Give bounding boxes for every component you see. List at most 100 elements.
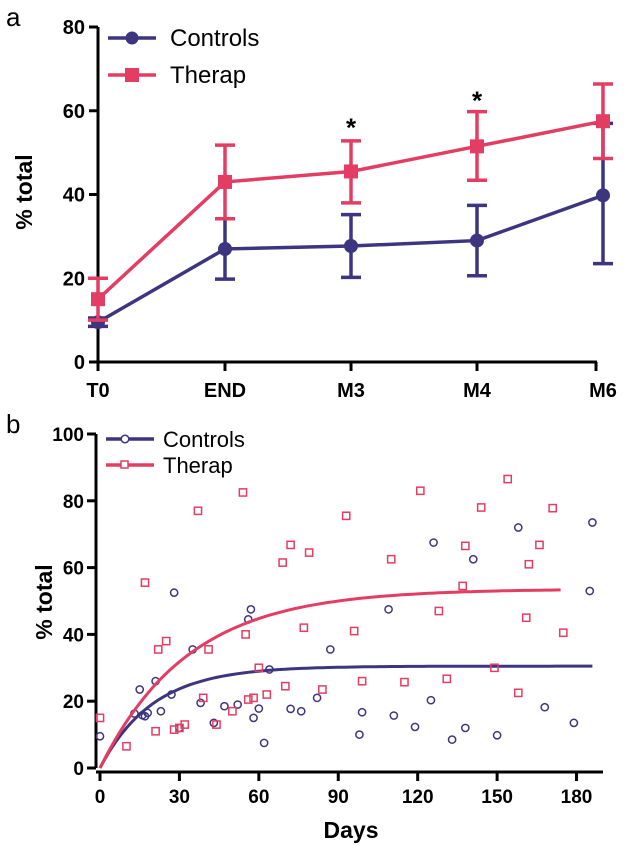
panel-b-y-tick-label: 0 [73, 759, 84, 780]
legend-therap-marker [125, 68, 139, 82]
panel-b-x-tick-label: 0 [95, 787, 106, 808]
panel-a-y-tick-label: 80 [63, 17, 85, 39]
data-point [296, 706, 306, 716]
data-point [344, 239, 358, 254]
data-point [349, 626, 359, 636]
data-point [429, 538, 438, 547]
panel-b-legend: Controls Therap [106, 427, 245, 478]
panel-b-x-axis-label: Days [324, 817, 379, 843]
data-point [212, 720, 221, 729]
data-point [476, 503, 486, 512]
data-point [415, 486, 425, 496]
data-point [410, 722, 420, 732]
panel-a-y-axis-label: % total [11, 154, 37, 229]
panel-b-x-tick-label: 150 [481, 787, 513, 808]
data-point [548, 503, 558, 513]
data-point [95, 731, 105, 741]
legend-therap-label: Therap [170, 62, 246, 89]
panel-b-y-tick-label: 60 [63, 559, 84, 580]
data-point [490, 663, 499, 673]
data-point [442, 674, 452, 684]
data-point [218, 174, 232, 189]
data-point [596, 188, 610, 203]
panel-a-x-tick-label: M6 [589, 380, 617, 402]
data-point [180, 720, 190, 729]
data-point [460, 541, 470, 551]
panel-a-legend: Controls Therap [108, 25, 259, 89]
panel-b-y-axis-label: % total [31, 564, 57, 639]
data-point [286, 704, 295, 714]
series-controls [95, 518, 597, 769]
panel-b-x-tick-label: 120 [402, 787, 434, 808]
data-point [384, 605, 393, 614]
panel-a-letter: a [6, 2, 21, 32]
data-point [233, 700, 243, 709]
data-point [262, 690, 272, 699]
data-point [220, 701, 229, 711]
panel-b-x-tick-label: 60 [248, 787, 269, 808]
panel-b-y-tick-label: 100 [52, 425, 84, 446]
data-point [280, 681, 290, 691]
data-point [151, 726, 160, 736]
data-point [299, 623, 309, 633]
legend-controls-marker [125, 31, 139, 45]
panel-b-x-tick-label: 90 [328, 787, 349, 808]
legend-controls-label: Controls [170, 25, 259, 52]
panel-b-y-tick-label: 20 [63, 692, 84, 713]
data-point [249, 713, 258, 723]
panel-b-y-tick-label: 80 [63, 492, 84, 513]
data-point [259, 738, 269, 748]
data-point [389, 711, 399, 720]
data-point [169, 588, 179, 598]
data-point [161, 636, 171, 646]
panel-a-y-tick-label: 40 [63, 185, 85, 207]
data-point [169, 725, 179, 734]
data-point [254, 663, 264, 673]
panel-a-x-tick-label: END [204, 380, 246, 402]
panel-b-x-tick-label: 180 [561, 787, 593, 808]
data-point [426, 695, 436, 705]
significance-star: * [346, 113, 357, 143]
data-point [460, 723, 470, 733]
data-point [470, 233, 484, 248]
panel-b-axes: 0 20 40 60 80 100 0 30 60 90 120 150 180 [52, 425, 603, 808]
data-point [204, 645, 213, 654]
data-point [596, 114, 610, 129]
data-point [447, 735, 457, 744]
data-point [503, 474, 513, 484]
panel-a-y-tick-label: 0 [74, 352, 85, 374]
fit-curve [98, 588, 561, 769]
legend-b-therap-marker [120, 460, 129, 469]
data-point [241, 630, 250, 639]
data-point [400, 677, 409, 687]
data-point [513, 523, 523, 532]
panel-b-chart: b % total Days 0 20 40 60 80 100 0 30 60 90 120 150… [6, 409, 603, 843]
data-point [196, 698, 205, 708]
data-point [140, 578, 150, 587]
data-point [513, 688, 523, 698]
panel-b-letter: b [6, 409, 20, 439]
data-point [355, 730, 364, 739]
data-point [153, 645, 163, 654]
data-point [243, 695, 253, 704]
data-point [209, 718, 219, 728]
legend-b-controls-label: Controls [163, 427, 245, 452]
data-point [341, 511, 351, 521]
data-point [535, 540, 544, 550]
panel-a-x-tick-label: M4 [463, 380, 492, 402]
data-point [167, 690, 176, 699]
series-therap [95, 474, 568, 769]
series-controls [88, 121, 613, 330]
significance-star: * [472, 85, 483, 115]
data-point [458, 581, 468, 591]
panel-a-y-tick-label: 60 [63, 101, 85, 123]
panel-a-y-tick-label: 20 [63, 268, 85, 290]
data-point [143, 708, 153, 718]
data-point [122, 741, 131, 751]
data-point [344, 164, 358, 179]
data-point [325, 645, 335, 654]
panel-b-y-tick-label: 40 [63, 625, 84, 646]
data-point [524, 559, 534, 569]
data-point [254, 704, 264, 713]
